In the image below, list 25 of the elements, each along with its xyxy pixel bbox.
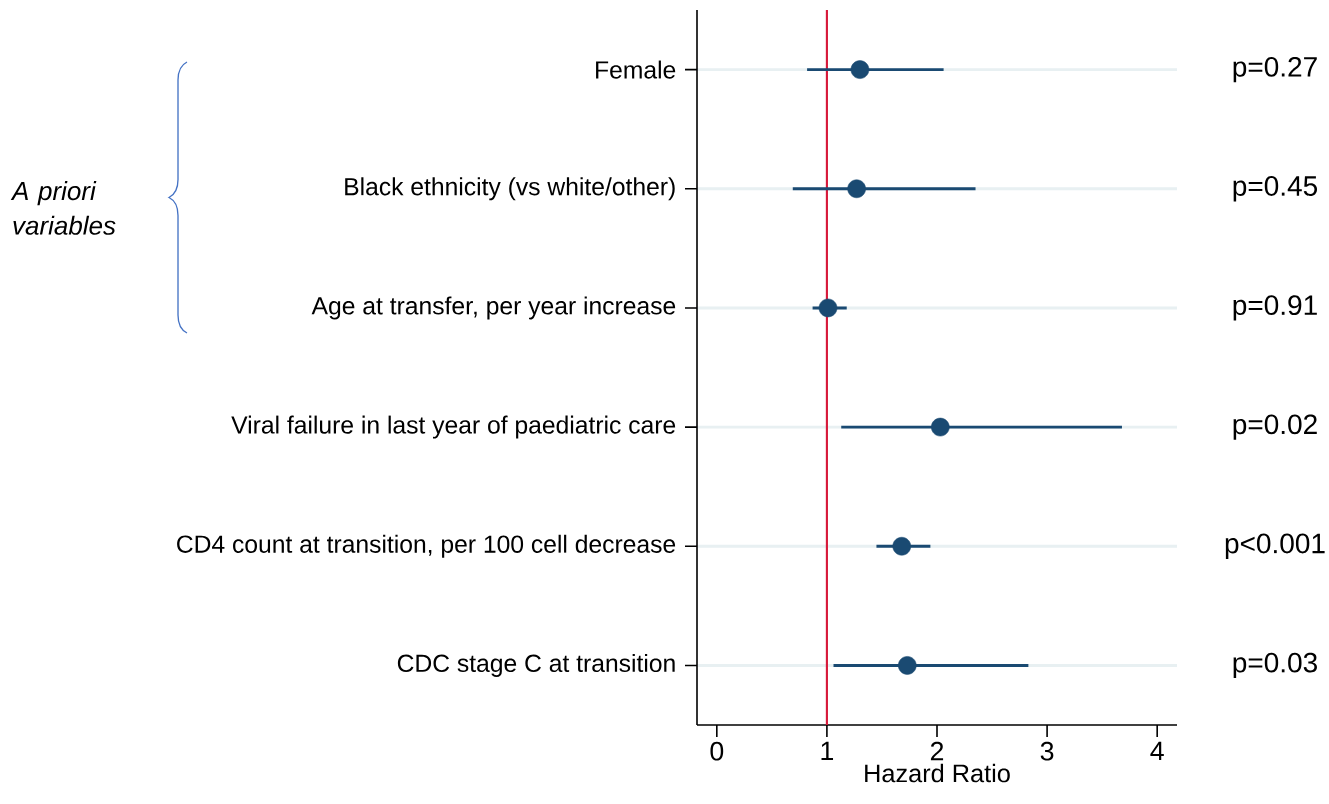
point — [892, 536, 912, 556]
text: p<0.001 — [1225, 533, 1325, 559]
text: p=0.91 — [1233, 295, 1317, 321]
y-tick-label: CDC stage C at transition — [397, 653, 675, 677]
point — [898, 656, 917, 675]
text: A priori variables — [10, 181, 116, 235]
point — [847, 179, 866, 199]
x-tick-label: 2 — [930, 741, 944, 761]
text: p=0.03 — [1233, 652, 1317, 679]
point — [850, 60, 870, 79]
y-tick-label: CD4 count at transition, per 100 cell decrease — [177, 534, 676, 558]
x-tick-label: 3 — [1040, 741, 1054, 761]
y-tick-label: Female — [596, 60, 676, 79]
x-tick-label: 0 — [710, 741, 724, 761]
point — [931, 417, 950, 437]
point — [818, 298, 838, 318]
x-tick-label: 1 — [821, 741, 834, 761]
text: p=0.27 — [1233, 56, 1317, 83]
y-tick-label: Black ethnicity (vs white/other) — [345, 177, 675, 201]
y-tick-label: Age at transfer, per year increase — [311, 296, 676, 320]
text: p=0.02 — [1233, 414, 1317, 440]
x-axis-title: Hazard Ratio — [865, 763, 1010, 783]
x-tick-label: 4 — [1150, 741, 1164, 761]
text: p=0.45 — [1233, 176, 1318, 202]
y-tick-label: Viral failure in last year of paediatric care — [231, 415, 676, 439]
